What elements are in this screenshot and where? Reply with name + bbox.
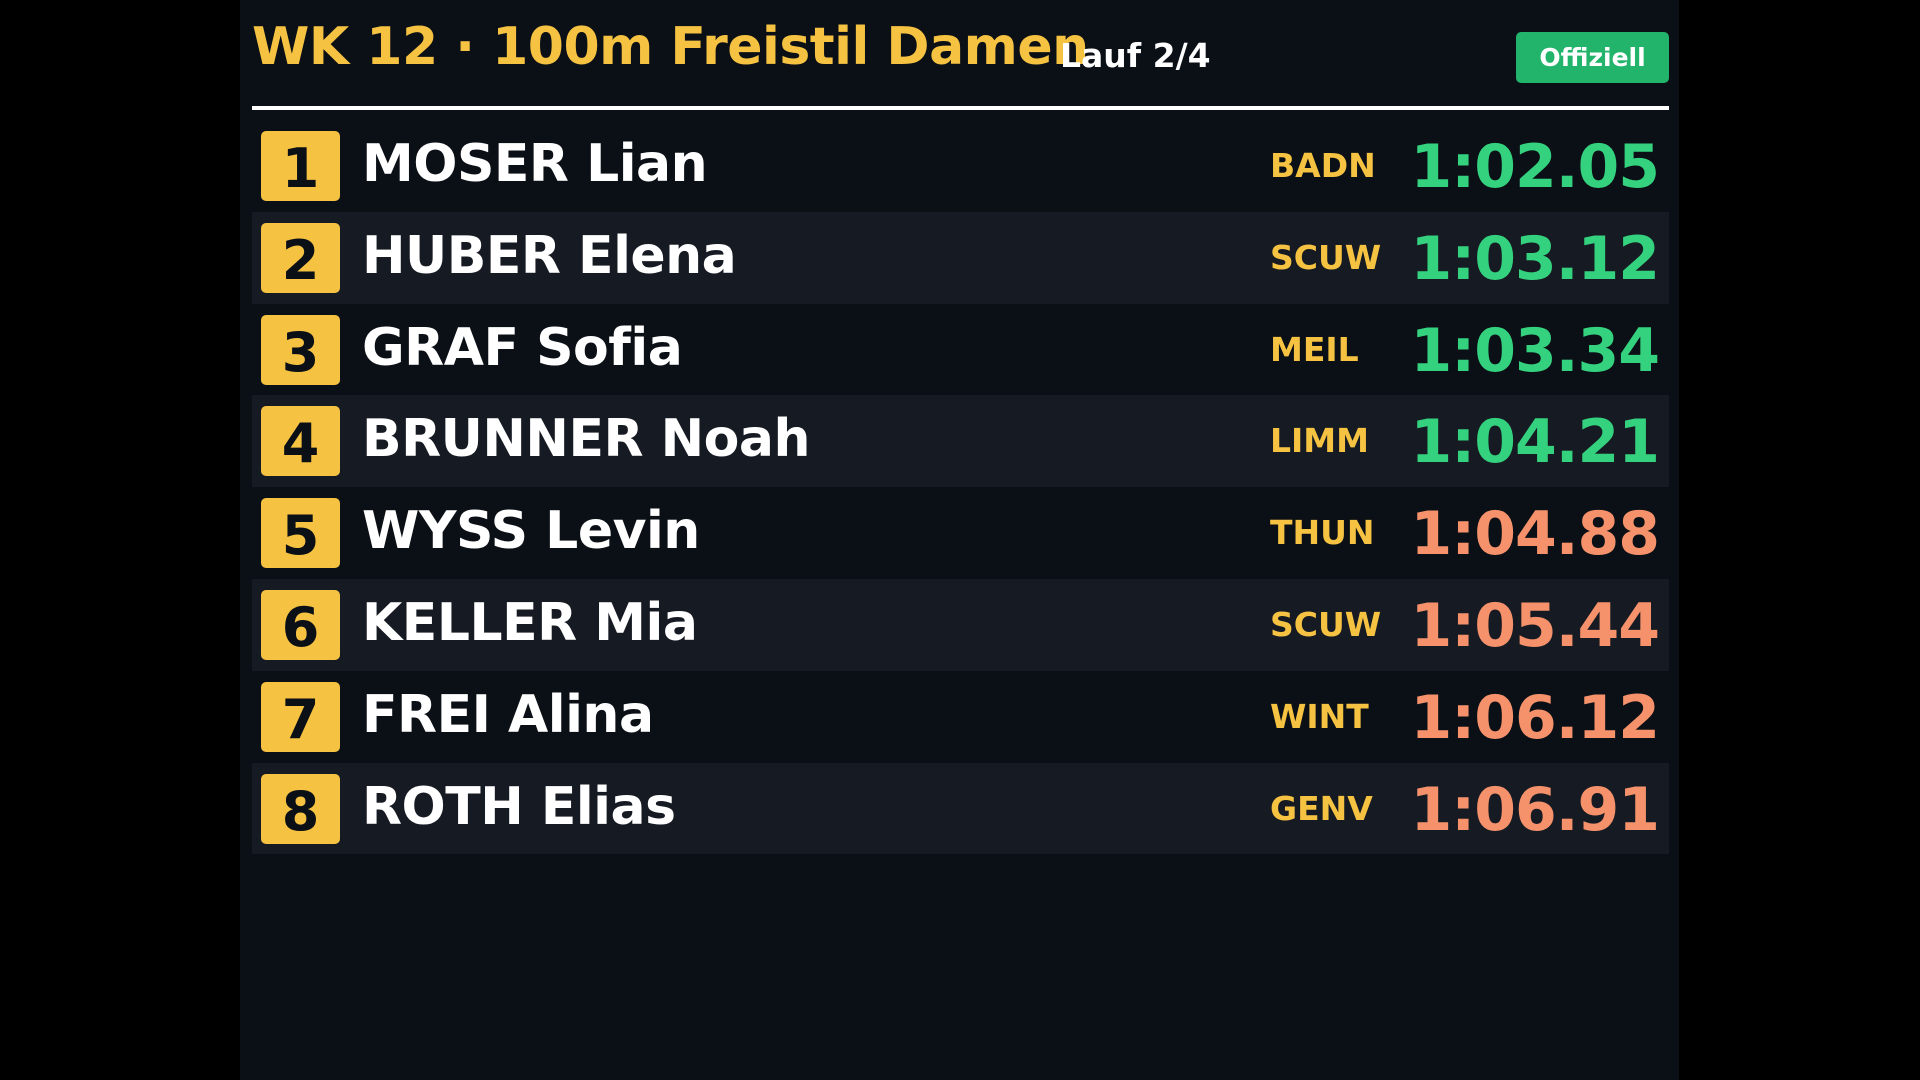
rank-badge: 7 [261,681,340,752]
club-code: WINT [1270,696,1369,736]
rank-badge: 6 [261,589,340,660]
event-title: WK 12 · 100m Freistil Damen [252,17,1089,77]
heat-label: Lauf 2/4 [1060,36,1211,75]
result-row: 6 KELLER Mia SCUW 1:05.44 [252,578,1669,671]
club-code: SCUW [1270,237,1382,277]
athlete-name: FREI Alina [362,684,654,745]
rank-badge: 5 [261,498,340,569]
result-time: 1:06.91 [1410,774,1660,845]
athlete-name: BRUNNER Noah [362,409,810,470]
result-row: 8 ROTH Elias GENV 1:06.91 [252,762,1669,855]
rank-badge: 4 [261,406,340,477]
result-time: 1:02.05 [1410,132,1660,202]
rank-badge: 3 [261,314,340,385]
result-row: 3 GRAF Sofia MEIL 1:03.34 [252,303,1669,396]
athlete-name: WYSS Levin [362,501,700,562]
athlete-name: ROTH Elias [362,776,676,837]
scoreboard-header: WK 12 · 100m Freistil Damen Lauf 2/4 Off… [252,0,1669,110]
club-code: BADN [1270,146,1376,185]
club-code: SCUW [1270,604,1382,644]
club-code: MEIL [1270,329,1359,369]
result-time: 1:03.34 [1410,315,1660,386]
result-time: 1:04.88 [1410,499,1660,570]
scoreboard: WK 12 · 100m Freistil Damen Lauf 2/4 Off… [240,0,1679,1080]
club-code: GENV [1270,788,1373,828]
result-row: 2 HUBER Elena SCUW 1:03.12 [252,211,1669,304]
athlete-name: MOSER Lian [362,134,708,194]
result-row: 4 BRUNNER Noah LIMM 1:04.21 [252,395,1669,488]
rank-badge: 1 [261,131,340,201]
result-row: 5 WYSS Levin THUN 1:04.88 [252,487,1669,579]
result-time: 1:03.12 [1410,223,1660,294]
athlete-name: GRAF Sofia [362,317,683,378]
result-time: 1:04.21 [1410,407,1660,478]
results-list: 1 MOSER Lian BADN 1:02.05 2 HUBER Elena … [252,120,1669,855]
club-code: THUN [1270,513,1375,553]
result-time: 1:05.44 [1410,590,1660,661]
club-code: LIMM [1270,421,1369,461]
result-row: 1 MOSER Lian BADN 1:02.05 [252,120,1669,212]
result-row: 7 FREI Alina WINT 1:06.12 [252,670,1669,763]
rank-badge: 8 [261,773,340,844]
athlete-name: KELLER Mia [362,592,698,653]
rank-badge: 2 [261,222,340,293]
result-time: 1:06.12 [1410,682,1660,753]
athlete-name: HUBER Elena [362,225,737,286]
status-badge: Offiziell [1516,32,1669,83]
